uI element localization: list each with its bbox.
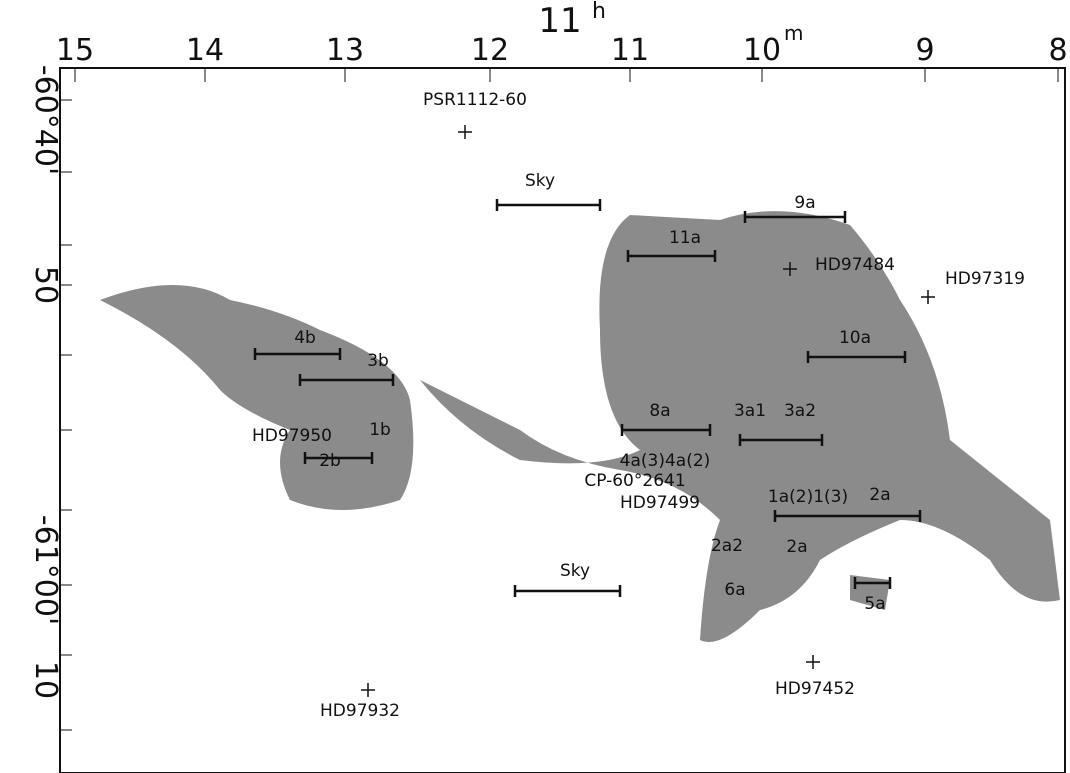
sky-map: 11h15141312111098m-60°40'50-61°00'10PSR1… bbox=[0, 0, 1070, 773]
annotation: 10a bbox=[839, 328, 871, 348]
annotation: 3b bbox=[367, 351, 389, 371]
dec-tick-label: -61°00' bbox=[28, 515, 63, 625]
annotation: 2b bbox=[319, 451, 341, 471]
annotation: HD97319 bbox=[945, 269, 1025, 289]
annotation: 5a bbox=[864, 594, 885, 614]
annotation: 4b bbox=[294, 328, 316, 348]
annotation: 4a(3)4a(2) bbox=[620, 451, 711, 471]
annotation: PSR1112-60 bbox=[423, 90, 527, 110]
annotation: HD97452 bbox=[775, 679, 855, 699]
annotation: 2a2 bbox=[711, 536, 743, 556]
page: 11h15141312111098m-60°40'50-61°00'10PSR1… bbox=[0, 0, 1070, 773]
annotation: 6a bbox=[724, 580, 745, 600]
annotation: HD97932 bbox=[320, 701, 400, 721]
annotation: 8a bbox=[649, 401, 670, 421]
annotation: 3a2 bbox=[784, 401, 816, 421]
ra-tick-label: 8 bbox=[1048, 33, 1067, 68]
ra-tick-label: 12 bbox=[471, 33, 509, 68]
annotation: 9a bbox=[794, 193, 815, 213]
annotation: Sky bbox=[525, 171, 555, 191]
ra-tick-label: 10 bbox=[743, 33, 781, 68]
annotation: 2a bbox=[869, 485, 890, 505]
annotation: CP-60°2641 bbox=[584, 471, 685, 491]
annotation: 3a1 bbox=[734, 401, 766, 421]
annotation: 11a bbox=[669, 228, 701, 248]
ra-tick-label: 11 bbox=[611, 33, 649, 68]
dec-tick-label: 10 bbox=[28, 661, 63, 699]
dec-tick-label: 50 bbox=[28, 266, 63, 304]
annotation: HD97484 bbox=[815, 255, 895, 275]
annotation: 1b bbox=[369, 420, 391, 440]
ra-tick-label: 13 bbox=[326, 33, 364, 68]
annotation: 2a bbox=[786, 537, 807, 557]
ra-tick-label: 15 bbox=[56, 33, 94, 68]
ra-unit: m bbox=[784, 21, 803, 45]
top-title-unit: h bbox=[592, 0, 606, 24]
dec-tick-label: -60°40' bbox=[28, 65, 63, 175]
annotation: 1a(2)1(3) bbox=[768, 487, 848, 507]
ra-tick-label: 9 bbox=[915, 33, 934, 68]
annotation: HD97499 bbox=[620, 493, 700, 513]
annotation: HD97950 bbox=[252, 426, 332, 446]
annotation: Sky bbox=[560, 561, 590, 581]
ra-tick-label: 14 bbox=[186, 33, 224, 68]
top-title: 11 bbox=[538, 1, 581, 41]
